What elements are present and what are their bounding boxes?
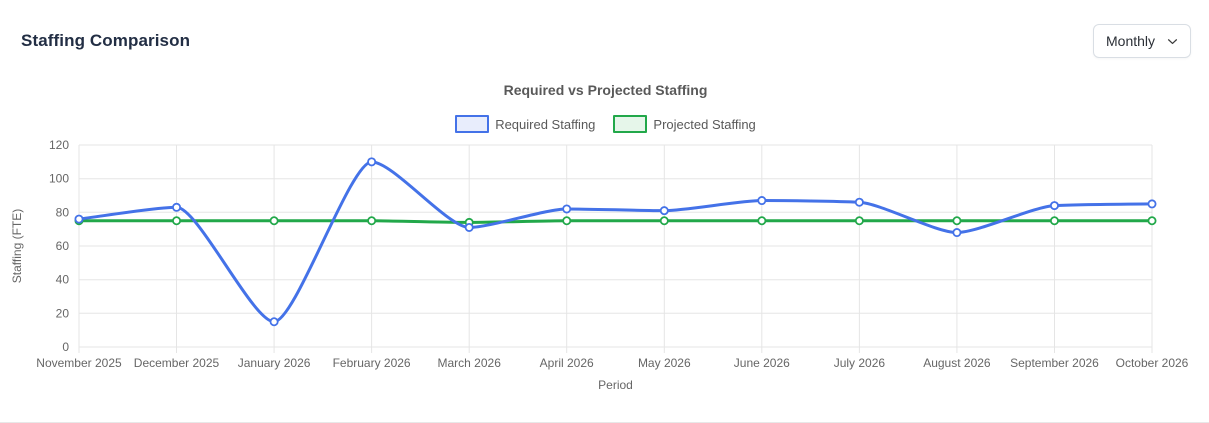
svg-text:October 2026: October 2026	[1116, 356, 1189, 370]
svg-text:March 2026: March 2026	[438, 356, 502, 370]
svg-text:August 2026: August 2026	[923, 356, 991, 370]
svg-text:June 2026: June 2026	[734, 356, 790, 370]
svg-text:November 2025: November 2025	[36, 356, 122, 370]
svg-text:40: 40	[56, 273, 70, 287]
svg-text:July 2026: July 2026	[834, 356, 886, 370]
svg-text:0: 0	[62, 340, 69, 354]
svg-text:December 2025: December 2025	[134, 356, 220, 370]
svg-text:100: 100	[49, 172, 69, 186]
svg-text:20: 20	[56, 306, 70, 320]
svg-text:Period: Period	[598, 378, 633, 392]
svg-text:May 2026: May 2026	[638, 356, 691, 370]
svg-text:120: 120	[49, 138, 69, 152]
svg-text:Staffing (FTE): Staffing (FTE)	[10, 209, 24, 283]
svg-text:September 2026: September 2026	[1010, 356, 1099, 370]
svg-text:80: 80	[56, 205, 70, 219]
svg-text:60: 60	[56, 239, 70, 253]
svg-text:January 2026: January 2026	[238, 356, 311, 370]
svg-text:April 2026: April 2026	[540, 356, 594, 370]
svg-text:February 2026: February 2026	[333, 356, 411, 370]
